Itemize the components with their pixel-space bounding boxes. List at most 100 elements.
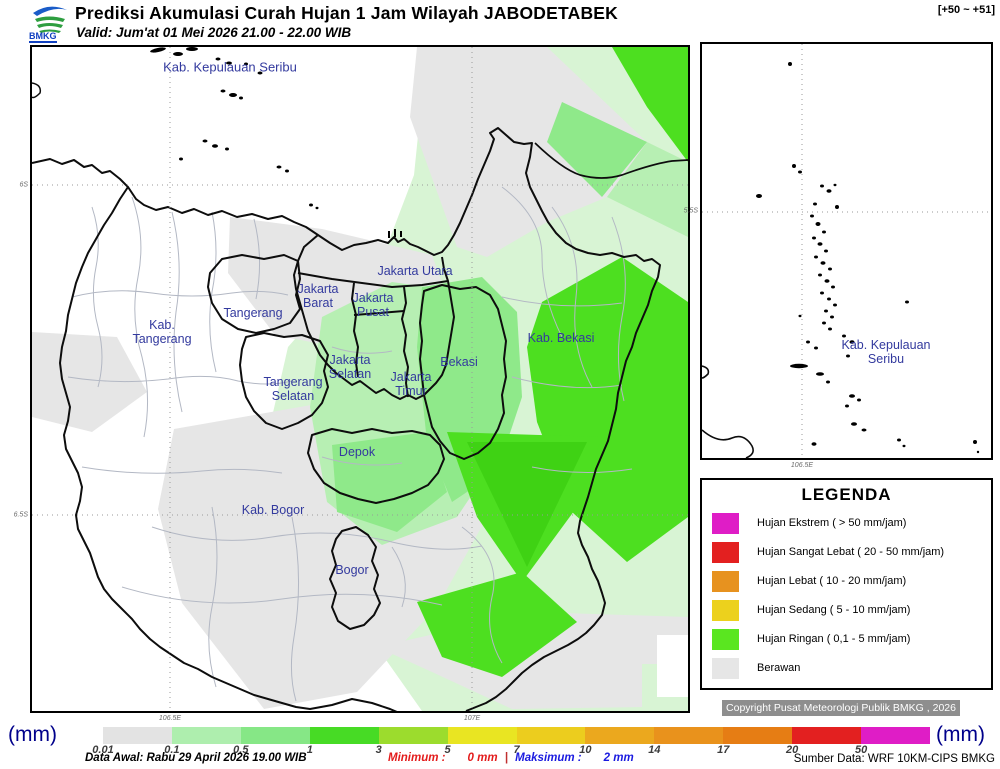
colorbar-tick: 17	[717, 744, 730, 756]
legend-swatch-sedang	[712, 599, 739, 621]
colorbar-segment	[240, 727, 310, 744]
legend-item-sedang: Hujan Sedang ( 5 - 10 mm/jam)	[712, 599, 910, 621]
coastline-east	[534, 142, 689, 179]
bmkg-logo: BMKG	[27, 1, 73, 43]
colorbar-segment	[103, 727, 172, 744]
colorbar-segment	[378, 727, 448, 744]
depok-boundary	[307, 428, 445, 504]
label-kab-bekasi: Kab. Bekasi	[527, 331, 595, 345]
colorbar-ticks: 0.01 0.1 0.5 1 3 5 7 10 14 17 20 50	[92, 744, 930, 756]
bmkg-logo-text: BMKG	[29, 31, 57, 43]
legend-title: LEGENDA	[801, 485, 892, 504]
axis-label-106-5e: 106.5E	[158, 715, 182, 722]
legend-panel: LEGENDA Hujan Ekstrem ( > 50 mm/jam) Huj…	[700, 478, 993, 690]
legend-item-ekstrem: Hujan Ekstrem ( > 50 mm/jam)	[712, 512, 906, 534]
legend-label-sangat-lebat: Hujan Sangat Lebat ( 20 - 50 mm/jam)	[757, 546, 945, 558]
colorbar-segment	[309, 727, 379, 744]
colorbar-tick: 20	[786, 744, 799, 756]
colorbar-segment	[723, 727, 793, 744]
colorbar-segment	[516, 727, 586, 744]
label-jakarta-pusat: Jakarta Pusat	[352, 291, 394, 319]
legend-label-sedang: Hujan Sedang ( 5 - 10 mm/jam)	[757, 604, 911, 616]
colorbar-tick: 14	[648, 744, 661, 756]
legend-swatch-sangat-lebat	[712, 541, 739, 563]
colorbar-segment	[171, 727, 241, 744]
colorbar-segment	[585, 727, 655, 744]
legend-item-berawan: Berawan	[712, 657, 800, 679]
tangsel-boundary	[239, 332, 329, 430]
colorbar-segment	[447, 727, 517, 744]
legend-swatch-lebat	[712, 570, 739, 592]
legend-label-lebat: Hujan Lebat ( 10 - 20 mm/jam)	[757, 575, 907, 587]
jakarta-boundary	[293, 234, 455, 400]
islands	[150, 47, 402, 238]
label-jakarta-barat: Jakarta Barat	[297, 282, 339, 310]
legend-item-sangat-lebat: Hujan Sangat Lebat ( 20 - 50 mm/jam)	[712, 541, 944, 563]
data-awal: Data Awal: Rabu 29 April 2026 19.00 WIB	[85, 752, 307, 764]
rainfall-colorbar	[103, 727, 931, 744]
colorbar-segment	[792, 727, 862, 744]
label-tangerang-selatan: Tangerang Selatan	[263, 375, 323, 403]
label-bekasi: Bekasi	[440, 355, 478, 369]
label-jakarta-utara: Jakarta Utara	[377, 264, 453, 278]
colorbar-segment	[861, 727, 931, 744]
colorbar-tick: 0.01	[92, 744, 114, 756]
colorbar-unit-left: (mm)	[8, 723, 57, 746]
legend-swatch-ringan	[712, 628, 739, 650]
colorbar-tick: 5	[444, 744, 451, 756]
legend-swatch-berawan	[712, 657, 739, 679]
copyright-bar: Copyright Pusat Meteorologi Publik BMKG …	[722, 700, 960, 716]
colorbar-tick: 0.1	[164, 744, 180, 756]
axis-label-107e: 107E	[463, 715, 481, 722]
inset-map-canvas	[701, 44, 991, 459]
bekasi-boundary	[419, 284, 507, 460]
rain-overlay	[32, 47, 688, 711]
min-max-info: Minimum : 0 mm | Maksimum : 2 mm	[388, 752, 634, 764]
district-boundaries	[31, 82, 689, 716]
inset-coastline	[701, 365, 754, 459]
axis-label-6s: 6S	[19, 181, 28, 189]
coastline	[31, 127, 661, 712]
legend-label-ringan: Hujan Ringan ( 0,1 - 5 mm/jam)	[757, 633, 911, 645]
label-kab-bogor: Kab. Bogor	[241, 503, 305, 517]
colorbar-unit-right: (mm)	[936, 723, 985, 746]
label-inset-kepulauan-seribu: Kab. Kepulauan Seribu	[841, 338, 931, 366]
page-title: Prediksi Akumulasi Curah Hujan 1 Jam Wil…	[75, 3, 618, 23]
label-kab-kepulauan-seribu: Kab. Kepulauan Seribu	[163, 59, 297, 75]
bogor-city-boundary	[329, 526, 381, 630]
forecast-lead-range: [+50 ~ +51]	[937, 4, 995, 16]
legend-item-ringan: Hujan Ringan ( 0,1 - 5 mm/jam)	[712, 628, 910, 650]
bmkg-logo-icon	[33, 6, 67, 33]
colorbar-segment	[654, 727, 724, 744]
legend-swatch-ekstrem	[712, 512, 739, 534]
gridlines	[32, 47, 688, 711]
label-jakarta-timur: Jakarta Timur	[390, 370, 432, 398]
minimum-value: 0 mm	[467, 752, 498, 764]
inset-islands	[756, 62, 980, 454]
label-bogor: Bogor	[335, 563, 369, 577]
colorbar-tick: 7	[513, 744, 520, 756]
subdistrict-boundaries	[67, 186, 633, 702]
axis-label-6-5s: 6.5S	[13, 511, 28, 519]
colorbar-tick: 1	[306, 744, 313, 756]
label-jakarta-selatan: Jakarta Selatan	[328, 353, 372, 381]
main-map-canvas	[31, 47, 689, 716]
colorbar-tick: 10	[579, 744, 592, 756]
legend-label-ekstrem: Hujan Ekstrem ( > 50 mm/jam)	[757, 517, 907, 529]
maximum-label: Maksimum :	[515, 752, 582, 764]
data-source: Sumber Data: WRF 10KM-CIPS BMKG	[793, 753, 995, 765]
inset-map	[700, 42, 993, 460]
main-map	[30, 45, 690, 716]
label-tangerang: Tangerang	[223, 306, 283, 320]
label-depok: Depok	[338, 445, 376, 459]
outer-boundary-west	[59, 186, 405, 716]
legend-label-berawan: Berawan	[757, 662, 801, 674]
colorbar-tick: 3	[375, 744, 382, 756]
colorbar-tick: 50	[854, 744, 868, 756]
label-kab-tangerang: Kab. Tangerang	[132, 318, 192, 346]
colorbar-tick: 0.5	[233, 744, 249, 756]
valid-time: Valid: Jum'at 01 Mei 2026 21.00 - 22.00 …	[76, 25, 352, 40]
inset-axis-106-5e: 106.5E	[790, 462, 814, 469]
inset-axis-5-5s: 5.5S	[683, 207, 698, 215]
